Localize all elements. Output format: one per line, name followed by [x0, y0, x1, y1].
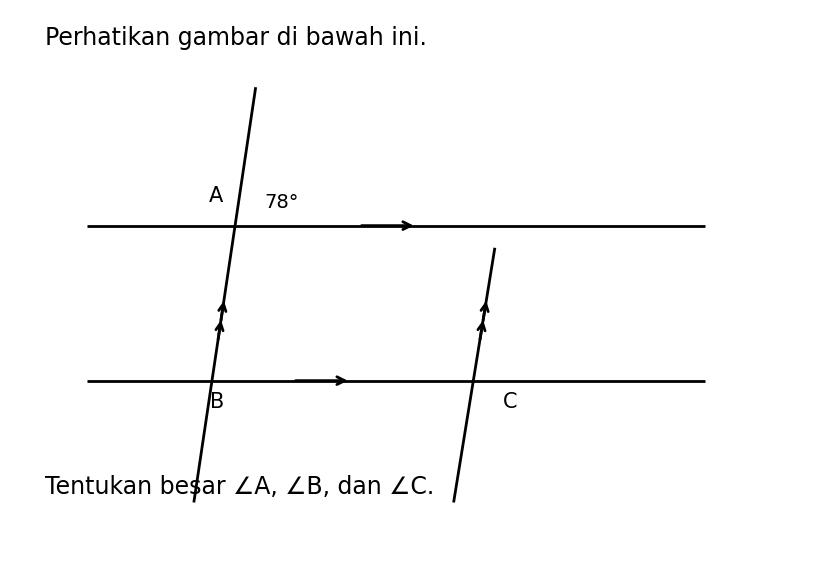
Text: B: B — [211, 392, 225, 412]
Text: A: A — [208, 186, 222, 206]
Text: Tentukan besar ∠A, ∠B, dan ∠C.: Tentukan besar ∠A, ∠B, dan ∠C. — [46, 475, 435, 499]
Text: C: C — [503, 392, 517, 412]
Text: Perhatikan gambar di bawah ini.: Perhatikan gambar di bawah ini. — [46, 26, 427, 51]
Text: 78°: 78° — [264, 193, 298, 212]
